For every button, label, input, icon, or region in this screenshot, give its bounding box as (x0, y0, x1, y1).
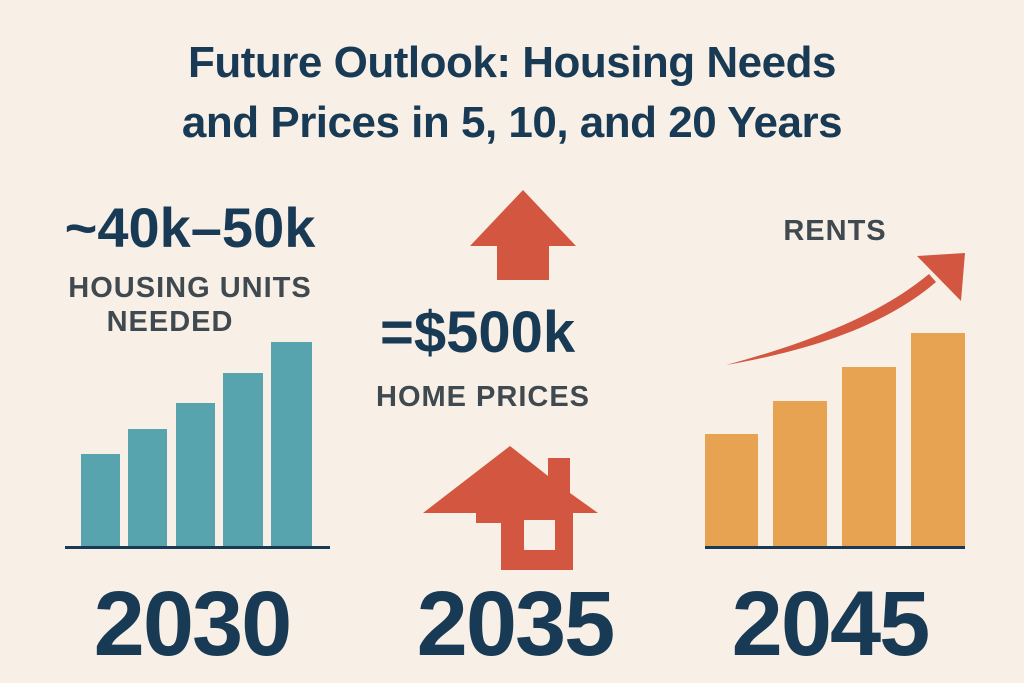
x-axis-line (705, 546, 965, 549)
bar (81, 454, 120, 547)
housing-units-headline: ~40k–50k (64, 196, 316, 259)
year-2035: 2035 (416, 573, 616, 675)
housing-units-bar-chart (65, 342, 330, 549)
bar (271, 342, 312, 547)
housing-units-label-1: HOUSING UNITS (68, 272, 312, 304)
bar (911, 333, 965, 547)
housing-units-label-2: NEEDED (106, 306, 234, 338)
year-2030: 2030 (93, 573, 293, 675)
title-line-1: Future Outlook: Housing Needs (188, 38, 836, 87)
up-arrow-icon (470, 190, 576, 280)
home-price-headline: =$500k (380, 300, 576, 365)
rents-label: RENTS (783, 215, 887, 247)
bar (176, 403, 215, 547)
trend-arrow-icon (726, 253, 965, 365)
bar (223, 373, 263, 547)
x-axis-line (65, 546, 330, 549)
home-prices-label: HOME PRICES (376, 381, 591, 413)
bar (128, 429, 167, 547)
title-line-2: and Prices in 5, 10, and 20 Years (181, 98, 843, 147)
year-2045: 2045 (731, 573, 931, 675)
rents-bar-chart (705, 333, 965, 549)
bar (705, 434, 758, 547)
bar (773, 401, 827, 547)
house-icon (423, 446, 598, 570)
bar (842, 367, 896, 547)
